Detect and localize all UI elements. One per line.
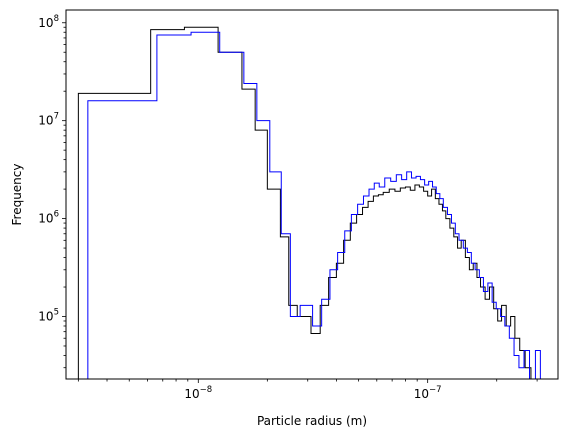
y-tick-label: 106 — [38, 210, 59, 226]
series-layer — [77, 26, 541, 379]
plot-area-frame — [65, 9, 559, 380]
y-axis-label: Frequency — [10, 164, 24, 226]
ticks-layer: 10−8 10−7 105 106 107 108 — [38, 14, 538, 401]
x-tick-label: 10−8 — [184, 385, 212, 401]
y-tick-label: 108 — [38, 14, 59, 30]
y-tick-label: 105 — [38, 308, 59, 324]
y-tick-label: 107 — [38, 112, 59, 128]
histogram-series-2 — [87, 31, 541, 379]
histogram-series-1 — [77, 26, 532, 379]
x-tick-label: 10−7 — [414, 385, 442, 401]
x-axis-label: Particle radius (m) — [257, 414, 367, 428]
